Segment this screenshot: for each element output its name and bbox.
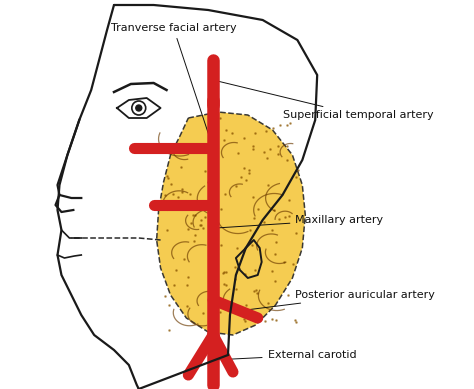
Text: Superficial temporal artery: Superficial temporal artery	[216, 81, 433, 120]
Text: External carotid: External carotid	[216, 350, 356, 360]
Circle shape	[136, 105, 142, 111]
Text: Tranverse facial artery: Tranverse facial artery	[110, 23, 236, 145]
Text: Maxillary artery: Maxillary artery	[219, 215, 383, 228]
Text: Posterior auricular artery: Posterior auricular artery	[248, 290, 435, 310]
Polygon shape	[156, 112, 305, 335]
